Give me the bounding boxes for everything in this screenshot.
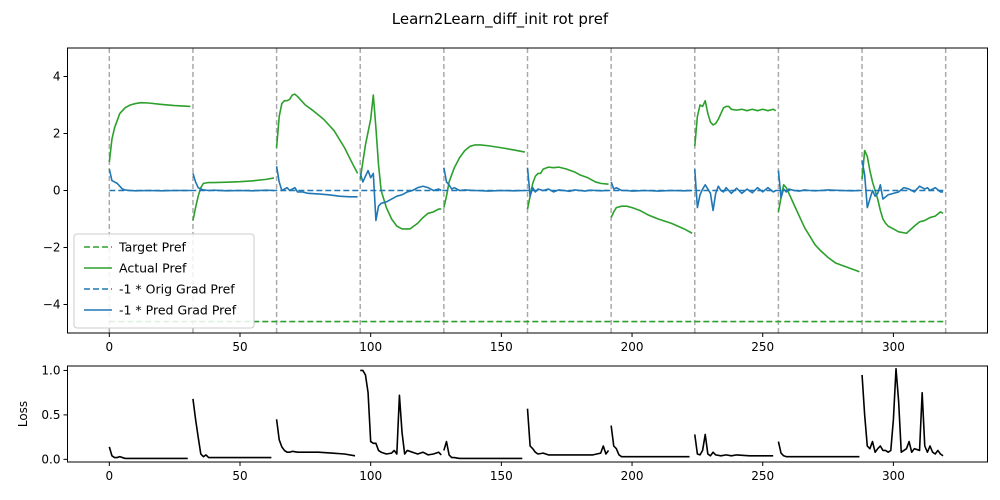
series-line-actual-pref — [192, 177, 275, 221]
series-line-actual-pref — [693, 99, 777, 147]
top-series-lines — [108, 93, 946, 323]
x-tick-label: 50 — [232, 340, 247, 354]
y-tick-label: 0 — [53, 184, 61, 198]
y-tick-label: 0.0 — [41, 452, 60, 466]
figure-title: Learn2Learn_diff_init rot pref — [392, 10, 609, 29]
top-x-axis: 0 50 100 150 200 250 300 — [105, 333, 905, 354]
loss-y-axis-label: Loss — [16, 401, 30, 427]
y-tick-label: 4 — [53, 70, 61, 84]
series-line-actual-pref — [526, 166, 609, 210]
series-line-1-pred-grad-pref — [610, 181, 693, 192]
series-line-loss — [526, 408, 610, 456]
series-line-1-pred-grad-pref — [443, 167, 525, 192]
legend-label: Target Pref — [118, 240, 187, 255]
series-line-actual-pref — [443, 144, 526, 208]
x-tick-label: 250 — [751, 469, 774, 483]
loss-series-lines — [108, 367, 944, 460]
series-line-loss — [777, 441, 860, 458]
series-line-1-pred-grad-pref — [359, 169, 442, 222]
x-tick-label: 150 — [490, 340, 513, 354]
legend-box — [73, 233, 255, 329]
series-line-loss — [861, 367, 944, 457]
series-line-1-pred-grad-pref — [693, 169, 777, 212]
y-tick-label: −2 — [43, 241, 61, 255]
series-line-loss — [108, 446, 188, 460]
x-tick-label: 200 — [621, 469, 644, 483]
series-line-1-pred-grad-pref — [526, 167, 609, 197]
y-tick-label: 1.0 — [41, 363, 60, 377]
x-tick-label: 250 — [751, 340, 774, 354]
x-tick-label: 0 — [105, 469, 113, 483]
series-line-actual-pref — [777, 184, 860, 273]
series-line-loss — [360, 369, 442, 456]
series-line-actual-pref — [861, 149, 944, 235]
series-line-1-pred-grad-pref — [861, 160, 944, 209]
legend-label: -1 * Pred Grad Pref — [119, 303, 237, 318]
legend-label: Actual Pref — [119, 261, 187, 276]
x-tick-label: 300 — [882, 340, 905, 354]
series-line-loss — [443, 440, 523, 460]
series-line-actual-pref — [108, 101, 191, 163]
x-tick-label: 200 — [621, 340, 644, 354]
series-line-loss — [275, 419, 356, 457]
top-y-axis: 4 2 0 −2 −4 — [43, 70, 68, 312]
top-plot-panel: 0 50 100 150 200 250 300 4 2 0 −2 −4 Target Pref Ac… — [43, 47, 988, 354]
loss-x-axis: 0 50 100 150 200 250 300 — [105, 462, 905, 483]
legend-label: -1 * Orig Grad Pref — [119, 282, 235, 297]
y-tick-label: 2 — [53, 127, 61, 141]
legend: Target Pref Actual Pref -1 * Orig Grad Pre… — [73, 233, 255, 329]
x-tick-label: 300 — [882, 469, 905, 483]
series-line-1-pred-grad-pref — [192, 173, 275, 192]
series-line-loss — [192, 398, 272, 459]
loss-y-axis: 1.0 0.5 0.0 — [41, 363, 68, 466]
x-tick-label: 150 — [490, 469, 513, 483]
y-tick-label: 0.5 — [41, 408, 60, 422]
series-line-loss — [610, 425, 690, 458]
series-line-1-pred-grad-pref — [275, 166, 358, 198]
x-tick-label: 100 — [359, 469, 382, 483]
series-line-1-pred-grad-pref — [108, 168, 191, 192]
loss-plot-panel: 0 50 100 150 200 250 300 1.0 0.5 0.0 Loss — [16, 363, 988, 483]
series-line-1-pred-grad-pref — [777, 170, 860, 199]
loss-plot-frame — [67, 365, 988, 463]
series-line-actual-pref — [610, 205, 693, 234]
series-line-actual-pref — [359, 94, 442, 230]
x-tick-label: 0 — [105, 340, 113, 354]
series-line-actual-pref — [275, 93, 359, 174]
series-line-loss — [693, 433, 774, 457]
x-tick-label: 50 — [232, 469, 247, 483]
y-tick-label: −4 — [43, 298, 61, 312]
x-tick-label: 100 — [359, 340, 382, 354]
